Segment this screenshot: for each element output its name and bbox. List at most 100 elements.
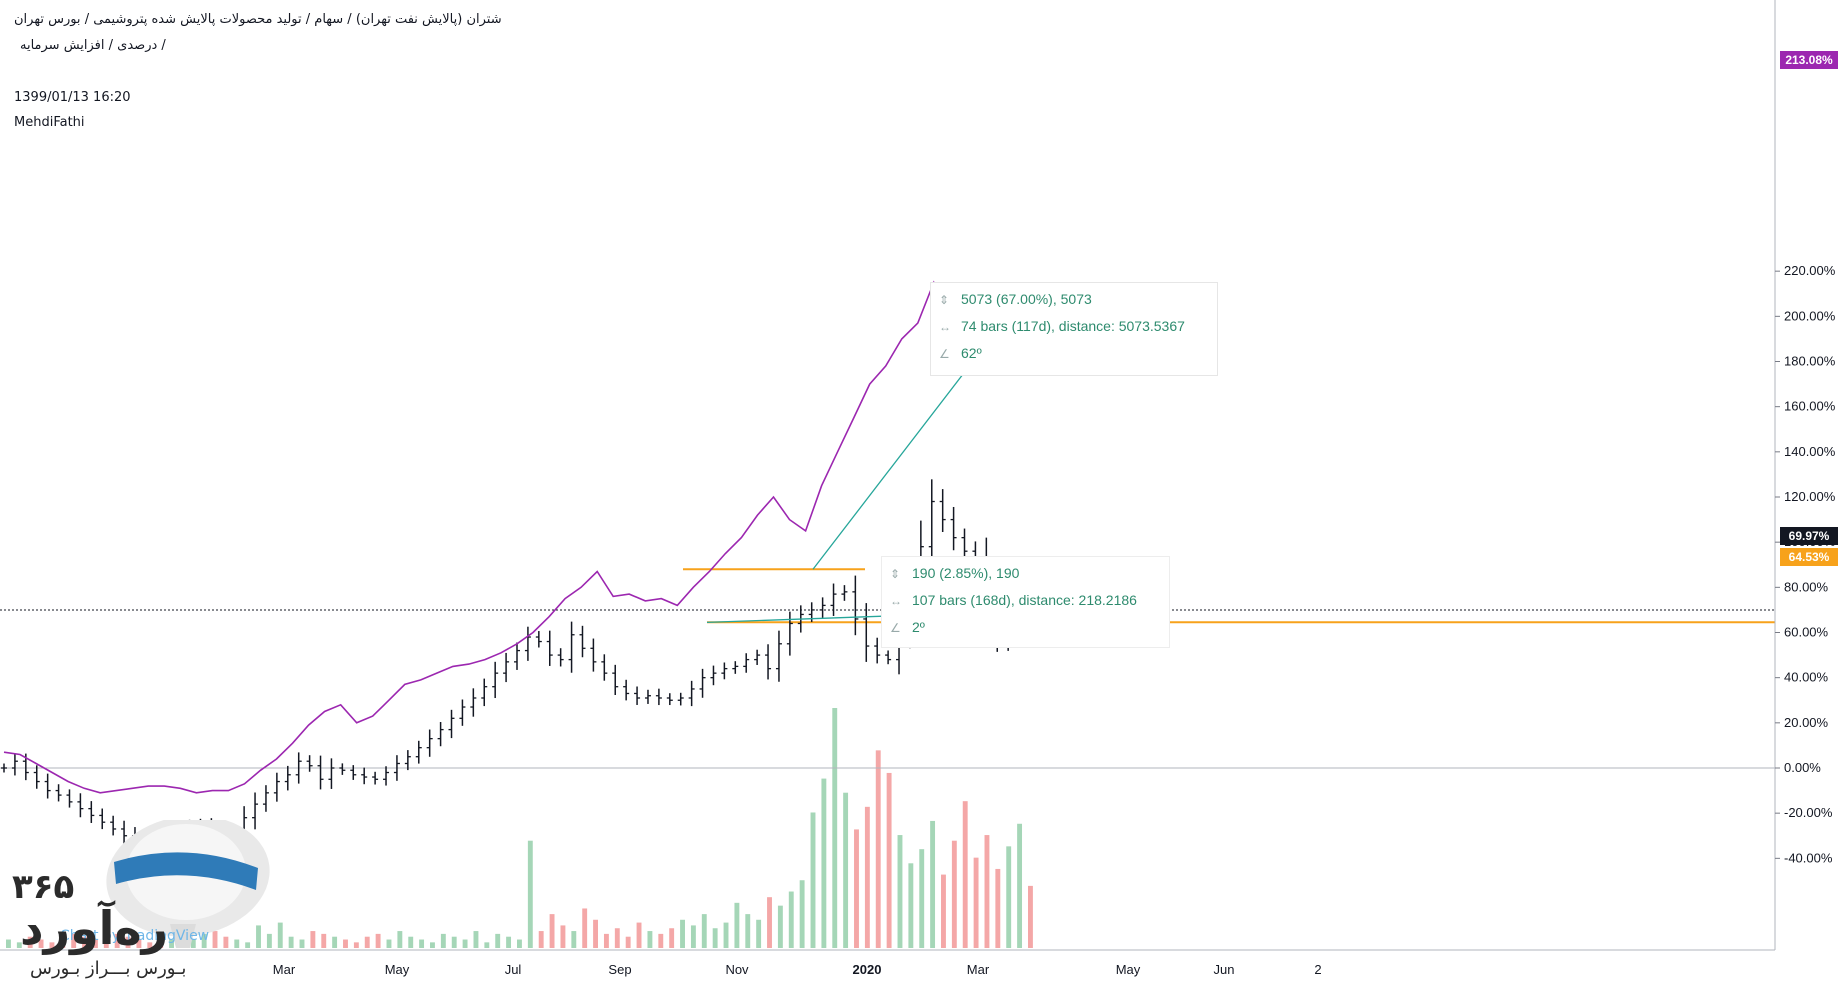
volume-bar <box>908 863 914 948</box>
volume-bar <box>506 936 512 948</box>
volume-bar <box>310 931 316 948</box>
volume-bar <box>462 939 468 948</box>
measure-lower-price: 190 (2.85%), 190 <box>912 565 1020 581</box>
volume-bar <box>951 840 957 948</box>
volume-bar <box>245 942 251 948</box>
volume-bar <box>821 778 827 948</box>
measure-upper-bars: 74 bars (117d), distance: 5073.5367 <box>961 318 1185 334</box>
volume-bar <box>71 933 77 948</box>
volume-bar <box>353 942 359 948</box>
y-tick-label: 80.00% <box>1784 579 1829 594</box>
x-tick-label: Sep <box>608 962 631 977</box>
volume-bar <box>408 936 414 948</box>
volume-bar <box>777 905 783 948</box>
volume-bar <box>701 914 707 948</box>
volume-bar <box>658 933 664 948</box>
logo-word: رەآورد <box>20 900 168 955</box>
volume-bar <box>745 914 751 948</box>
volume-bar <box>375 933 381 948</box>
volume-bar <box>158 936 164 948</box>
volume-bar <box>484 942 490 948</box>
volume-bar <box>549 914 555 948</box>
volume-bar <box>799 880 805 948</box>
angle-icon: ∠ <box>890 621 901 635</box>
volume-bar <box>625 936 631 948</box>
volume-bar <box>788 891 794 948</box>
x-tick-label: 2020 <box>853 962 882 977</box>
bar-range-icon: ↔ <box>939 320 951 334</box>
volume-bar <box>190 939 196 948</box>
volume-bar <box>234 939 240 948</box>
volume-bar <box>647 931 653 948</box>
volume-bar <box>538 931 544 948</box>
volume-bar <box>16 942 22 948</box>
volume-bar <box>973 857 979 948</box>
volume-bar <box>690 925 696 948</box>
x-tick-label: Nov <box>725 962 749 977</box>
x-tick-label: May <box>1116 962 1141 977</box>
volume-bar <box>995 868 1001 948</box>
volume-bar <box>92 939 98 948</box>
volume-bar <box>930 820 936 948</box>
volume-bar <box>277 922 283 948</box>
y-tick-label: 60.00% <box>1784 625 1829 640</box>
volume-bar <box>680 919 685 948</box>
time-axis: Mar May Jul Sep Nov 2020 Mar May Jun 2 <box>0 949 1775 977</box>
volume-bar <box>582 908 588 948</box>
volume-bar <box>571 931 577 948</box>
compare-price-tag: 213.08% <box>1780 51 1838 69</box>
volume-bar <box>288 936 294 948</box>
volume-bar <box>875 750 881 948</box>
volume-bar <box>603 933 609 948</box>
volume-bar <box>332 936 338 948</box>
volume-bar <box>430 942 435 948</box>
volume-bar <box>734 902 740 948</box>
volume-bar <box>440 933 446 948</box>
last-price-tag: 69.97% <box>1780 527 1838 545</box>
volume-bar <box>941 874 946 948</box>
volume-bar <box>136 939 142 948</box>
x-tick-label: Jun <box>1214 962 1235 977</box>
y-tick-label: 220.00% <box>1784 263 1836 278</box>
y-tick-label: -40.00% <box>1784 850 1833 865</box>
y-tick-label: 160.00% <box>1784 399 1836 414</box>
volume-bar <box>212 931 218 948</box>
watermark-logo: Chart by TradingView ۳۶۵ رەآورد بـورس بـ… <box>12 820 270 979</box>
y-tick-label: 200.00% <box>1784 308 1836 323</box>
timestamp: 1399/01/13 16:20 <box>14 90 131 105</box>
volume-bar <box>49 942 55 948</box>
volume-bar <box>473 931 479 948</box>
volume-bar <box>886 772 892 948</box>
balloon-band <box>114 852 258 890</box>
volume-bar <box>201 933 207 948</box>
volume-bar <box>1028 885 1033 948</box>
volume-bar <box>832 708 838 948</box>
volume-bar <box>38 939 44 948</box>
y-tick-label: 20.00% <box>1784 715 1829 730</box>
volume-bar <box>843 792 849 948</box>
volume-bar <box>1006 846 1012 948</box>
measure-upper-price: 5073 (67.00%), 5073 <box>961 291 1092 307</box>
price-range-icon: ⇕ <box>939 293 950 307</box>
volume-bar <box>984 835 990 948</box>
measure-lower-bars: 107 bars (168d), distance: 218.2186 <box>912 592 1137 608</box>
measure-box-upper[interactable]: ⇕ 5073 (67.00%), 5073 ↔ 74 bars (117d), di… <box>930 282 1218 376</box>
volume-bar <box>27 936 33 948</box>
y-tick-label: 140.00% <box>1784 444 1836 459</box>
y-tick-label: 40.00% <box>1784 670 1829 685</box>
volume-bar <box>147 942 153 948</box>
measure-upper-angle: 62º <box>961 345 982 361</box>
volume-bar <box>125 936 131 948</box>
volume-bar <box>560 925 566 948</box>
volume-bar <box>810 812 816 948</box>
volume-bar <box>223 936 229 948</box>
logo-subtitle: بـورس بـــراز بـورس <box>30 958 186 979</box>
measure-box-lower[interactable]: ⇕ 190 (2.85%), 190 ↔ 107 bars (168d), dist… <box>881 556 1170 648</box>
volume-bar <box>756 919 762 948</box>
symbol-subtitle: درصدی / افزایش سرمایه / <box>20 38 166 53</box>
volume-bar <box>451 936 457 948</box>
volume-bar <box>299 939 305 948</box>
volume-bar <box>897 835 903 948</box>
angle-icon: ∠ <box>939 347 950 361</box>
